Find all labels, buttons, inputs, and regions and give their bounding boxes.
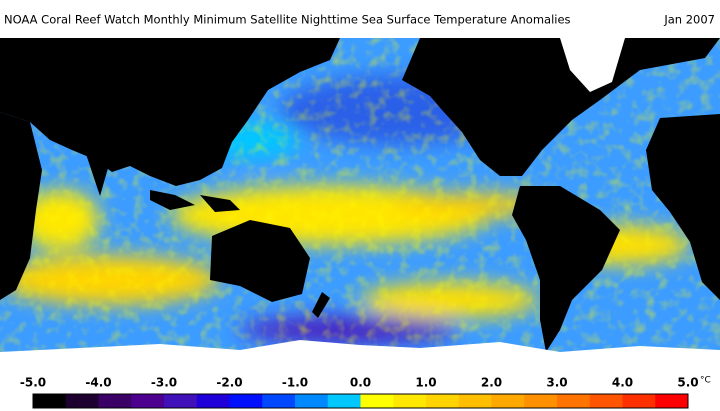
colorbar-segment (622, 394, 656, 408)
colorbar-segment (524, 394, 558, 408)
map-date: Jan 2007 (663, 13, 715, 27)
colorbar-segment (65, 394, 99, 408)
colorbar-segment (327, 394, 361, 408)
colorbar-segment (655, 394, 689, 408)
colorbar-tick-label: -3.0 (151, 376, 177, 390)
colorbar-tick-label: 2.0 (481, 376, 502, 390)
colorbar-tick-label: 4.0 (612, 376, 633, 390)
colorbar-segment (33, 394, 67, 408)
colorbar: -5.0 -4.0 -3.0 -2.0 -1.0 0.0 1.0 2.0 3.0 4.0 5.0 °C (20, 376, 711, 409)
colorbar-segment (98, 394, 132, 408)
colorbar-tick-label: 0.0 (350, 376, 371, 390)
colorbar-segment (164, 394, 198, 408)
colorbar-segment (229, 394, 263, 408)
colorbar-segment (262, 394, 296, 408)
sea-ice (0, 38, 720, 371)
colorbar-tick-label: 3.0 (546, 376, 567, 390)
colorbar-tick-label: -1.0 (282, 376, 308, 390)
colorbar-tick-label: 1.0 (415, 376, 436, 390)
colorbar-tick-label: -2.0 (216, 376, 242, 390)
colorbar-frame (32, 393, 689, 409)
colorbar-tick-label: 5.0 (677, 376, 698, 390)
colorbar-segment (491, 394, 525, 408)
colorbar-segment (426, 394, 460, 408)
colorbar-tick-label: -5.0 (20, 376, 46, 390)
land-masses (0, 38, 720, 352)
map-title: NOAA Coral Reef Watch Monthly Minimum Sa… (4, 13, 571, 27)
colorbar-segment (295, 394, 329, 408)
colorbar-segment (589, 394, 623, 408)
colorbar-unit: °C (700, 376, 711, 386)
colorbar-segment (557, 394, 591, 408)
colorbar-segment (360, 394, 394, 408)
colorbar-segment (131, 394, 165, 408)
colorbar-segment (196, 394, 230, 408)
colorbar-segment (393, 394, 427, 408)
colorbar-segment (458, 394, 492, 408)
colorbar-tick-label: -4.0 (85, 376, 111, 390)
